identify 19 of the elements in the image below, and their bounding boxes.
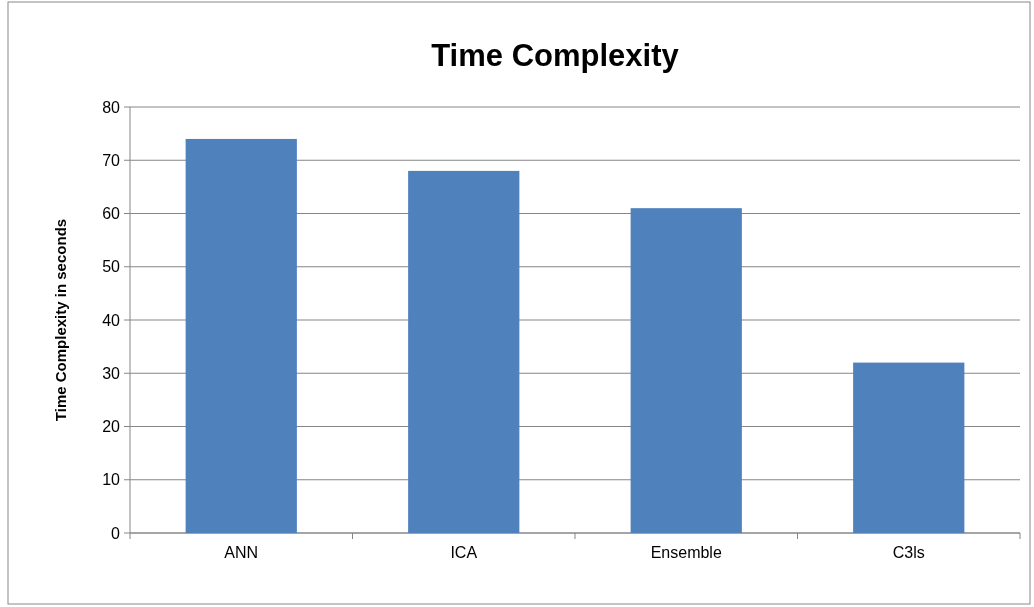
x-tick-label: C3ls [892, 544, 925, 561]
y-tick-label: 30 [102, 364, 121, 382]
x-tick-label: Ensemble [650, 544, 722, 561]
bar [630, 208, 742, 533]
y-tick-label: 10 [102, 471, 121, 489]
y-tick-label: 0 [111, 524, 121, 542]
x-tick-label: ICA [450, 544, 478, 561]
x-tick-label: ANN [224, 544, 259, 561]
bar [185, 138, 297, 533]
y-tick-label: 20 [102, 418, 121, 436]
y-tick-label: 60 [102, 205, 121, 223]
bar [408, 170, 520, 533]
y-tick-label: 40 [102, 311, 121, 329]
bar [853, 362, 965, 533]
y-tick-label: 80 [102, 98, 121, 116]
y-axis-title: Time Complexity in seconds [52, 218, 69, 422]
chart-title: Time Complexity [431, 38, 680, 73]
y-tick-label: 70 [102, 151, 121, 169]
y-tick-label: 50 [102, 258, 121, 276]
